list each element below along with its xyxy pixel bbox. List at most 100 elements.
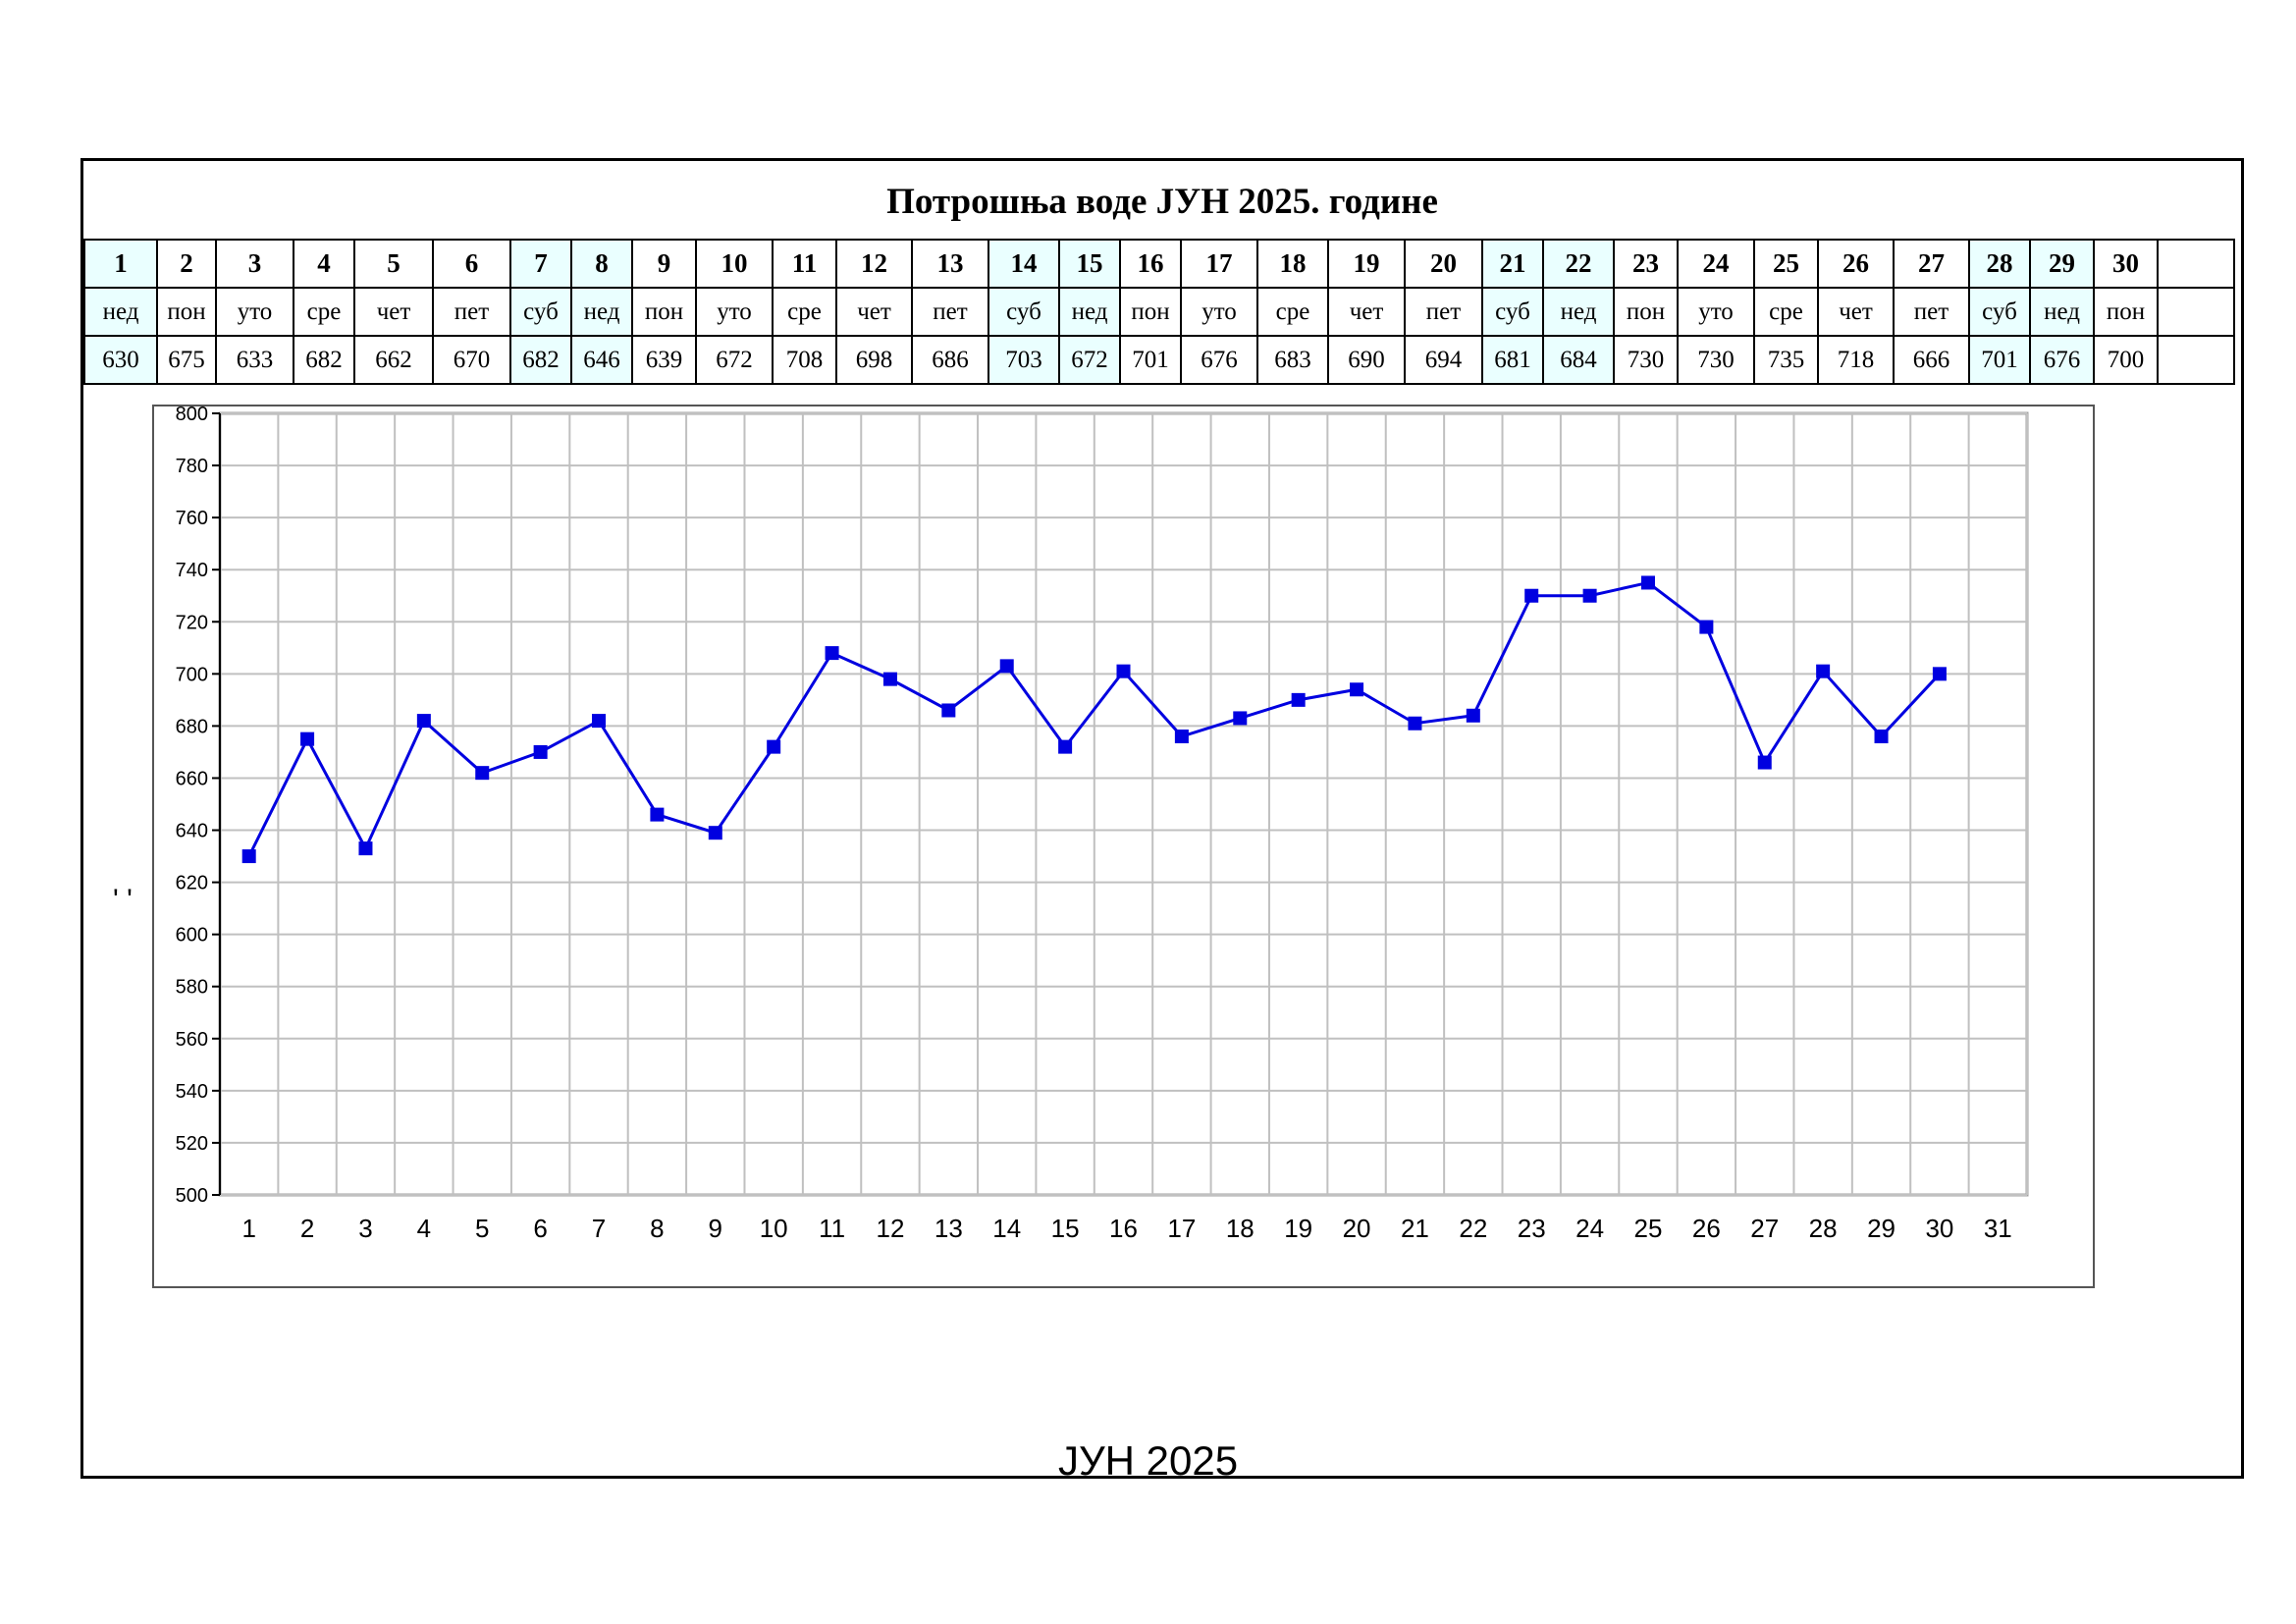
- data-point: [1350, 682, 1364, 697]
- value-cell: 730: [1613, 335, 1679, 385]
- data-point: [300, 731, 315, 746]
- day-number-row: 1 2 3 4 5 6 7 8 9 10 11 12 13 14 15 16 17 18 19 20 21 22 23 24 2…: [83, 239, 2235, 289]
- x-tick-label: 9: [709, 1214, 722, 1243]
- x-tick-label: 11: [819, 1214, 845, 1243]
- data-point: [475, 766, 490, 781]
- value-cell: 701: [1119, 335, 1182, 385]
- day-number-cell: 16: [1119, 239, 1182, 289]
- weekday-row: нед пон уто сре чет пет суб нед пон уто сре чет пет с…: [83, 287, 2235, 337]
- data-point: [1174, 730, 1189, 744]
- day-number-cell: 20: [1404, 239, 1483, 289]
- x-tick-label: 2: [300, 1214, 314, 1243]
- weekday-cell: пон: [1119, 287, 1182, 337]
- x-tick-label: 29: [1867, 1214, 1896, 1243]
- x-tick-label: 20: [1343, 1214, 1371, 1243]
- empty-cell: [2157, 335, 2235, 385]
- x-tick-label: 28: [1809, 1214, 1838, 1243]
- weekday-cell: нед: [83, 287, 158, 337]
- data-point: [999, 659, 1014, 674]
- data-point: [941, 703, 956, 718]
- x-tick-label: 22: [1459, 1214, 1487, 1243]
- weekday-cell: чет: [1817, 287, 1895, 337]
- day-number-cell: 5: [353, 239, 434, 289]
- day-number-cell: 11: [772, 239, 837, 289]
- day-number-cell: 30: [2093, 239, 2159, 289]
- x-tick-label: 19: [1284, 1214, 1312, 1243]
- data-point: [358, 841, 373, 856]
- day-number-cell: 10: [695, 239, 774, 289]
- x-tick-label: 18: [1226, 1214, 1255, 1243]
- data-point: [1699, 620, 1714, 634]
- value-cell: 675: [156, 335, 217, 385]
- value-cell: 690: [1327, 335, 1406, 385]
- data-point: [708, 826, 722, 840]
- value-cell: 701: [1968, 335, 2031, 385]
- empty-cell: [2157, 287, 2235, 337]
- data-point: [1640, 575, 1655, 590]
- value-row: 630 675 633 682 662 670 682 646 639 672 708 698 686 7…: [83, 335, 2235, 385]
- weekday-cell: пон: [631, 287, 697, 337]
- day-number-cell: 13: [911, 239, 989, 289]
- value-cell: 633: [215, 335, 294, 385]
- day-number-cell: 17: [1180, 239, 1258, 289]
- y-tick-label: 600: [176, 925, 208, 947]
- weekday-cell: чет: [835, 287, 913, 337]
- y-tick-label: 720: [176, 612, 208, 633]
- x-tick-label: 25: [1634, 1214, 1663, 1243]
- value-cell: 681: [1481, 335, 1544, 385]
- y-tick-label: 560: [176, 1029, 208, 1051]
- day-number-cell: 15: [1058, 239, 1121, 289]
- value-cell: 682: [293, 335, 355, 385]
- value-cell: 676: [2029, 335, 2095, 385]
- y-tick-label: 580: [176, 977, 208, 999]
- x-tick-label: 26: [1692, 1214, 1721, 1243]
- y-tick-label: 500: [176, 1185, 208, 1207]
- value-cell: 666: [1893, 335, 1970, 385]
- y-tick-label: 780: [176, 456, 208, 477]
- value-cell: 684: [1542, 335, 1615, 385]
- weekday-cell: уто: [215, 287, 294, 337]
- x-tick-label: 17: [1167, 1214, 1196, 1243]
- x-tick-label: 1: [241, 1214, 255, 1243]
- value-cell: 708: [772, 335, 837, 385]
- day-number-cell: 6: [432, 239, 511, 289]
- daily-consumption-table: 1 2 3 4 5 6 7 8 9 10 11 12 13 14 15 16 17 18 19 20 21 22 23 24 2…: [83, 239, 2235, 385]
- weekday-cell: сре: [772, 287, 837, 337]
- day-number-cell: 25: [1753, 239, 1819, 289]
- x-tick-label: 24: [1575, 1214, 1604, 1243]
- data-point: [1757, 755, 1772, 770]
- weekday-cell: пон: [1613, 287, 1679, 337]
- y-tick-label: 700: [176, 664, 208, 685]
- chart-caption: ЈУН 2025: [1057, 1437, 1239, 1484]
- day-number-cell: 4: [293, 239, 355, 289]
- weekday-cell: уто: [1677, 287, 1755, 337]
- weekday-cell: чет: [1327, 287, 1406, 337]
- value-cell: 683: [1256, 335, 1329, 385]
- day-number-cell: 1: [83, 239, 158, 289]
- value-cell: 672: [1058, 335, 1121, 385]
- x-tick-label: 16: [1109, 1214, 1138, 1243]
- weekday-cell: суб: [509, 287, 572, 337]
- data-point: [882, 672, 897, 686]
- day-number-cell: 19: [1327, 239, 1406, 289]
- x-tick-label: 27: [1750, 1214, 1779, 1243]
- x-tick-label: 7: [592, 1214, 606, 1243]
- value-cell: 730: [1677, 335, 1755, 385]
- line-chart: 5005205405605806006206406606807007207407…: [176, 406, 2029, 1243]
- day-number-cell: 23: [1613, 239, 1679, 289]
- weekday-cell: чет: [353, 287, 434, 337]
- weekday-cell: уто: [695, 287, 774, 337]
- weekday-cell: пет: [432, 287, 511, 337]
- value-cell: 694: [1404, 335, 1483, 385]
- data-point: [1524, 588, 1539, 603]
- day-number-cell: 24: [1677, 239, 1755, 289]
- x-tick-label: 8: [650, 1214, 664, 1243]
- weekday-cell: нед: [2029, 287, 2095, 337]
- x-tick-label: 5: [475, 1214, 489, 1243]
- y-tick-label: 520: [176, 1133, 208, 1155]
- plot-area: [218, 411, 2029, 1197]
- weekday-cell: нед: [570, 287, 633, 337]
- value-cell: 718: [1817, 335, 1895, 385]
- weekday-cell: суб: [988, 287, 1060, 337]
